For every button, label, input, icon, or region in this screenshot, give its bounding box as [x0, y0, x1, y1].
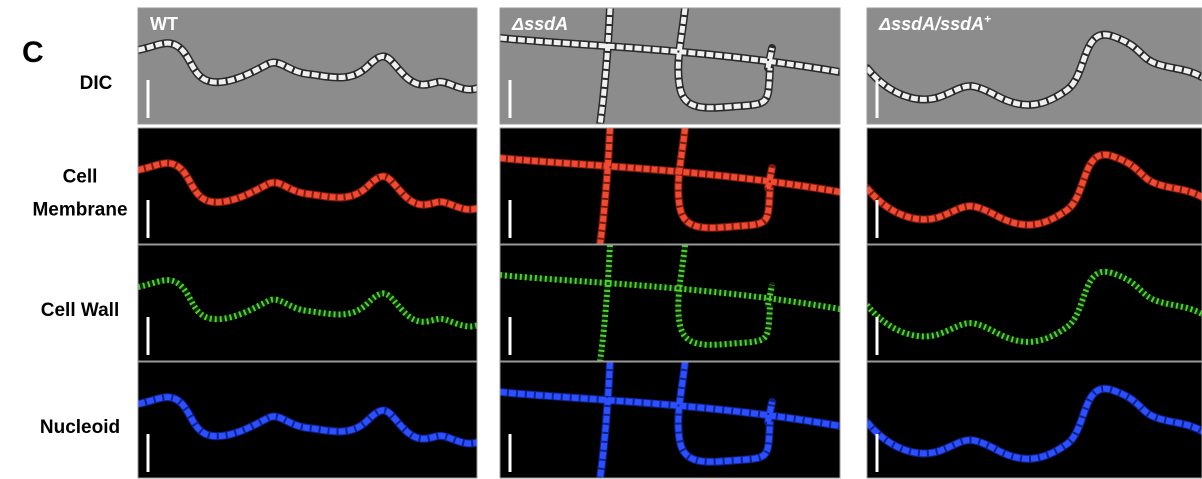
column-label-sup: +: [984, 12, 991, 26]
column-label: ΔssdA/ssdA+: [878, 12, 991, 34]
body: C DIC Cell Membrane Cell Wall Nucleoid WT Δssd…: [0, 0, 1202, 479]
column-label-text: ΔssdA: [511, 14, 568, 34]
image-panel: [138, 8, 478, 124]
image-panel: [138, 362, 478, 478]
figure: C DIC Cell Membrane Cell Wall Nucleoid WT Δssd…: [0, 0, 1202, 479]
image-panel: [867, 245, 1202, 361]
image-panel: [500, 362, 840, 479]
row-label: Nucleoid: [40, 417, 120, 438]
column-label: ΔssdA: [511, 14, 568, 34]
column-label-text: ΔssdA/ssdA: [878, 14, 984, 34]
row-label: Cell: [63, 167, 98, 188]
panel-label: C: [22, 36, 44, 69]
row-label: DIC: [80, 73, 113, 94]
image-panel: [138, 128, 478, 244]
image-panel: [500, 128, 840, 245]
image-panel: [138, 245, 478, 361]
column-label: WT: [150, 14, 178, 34]
image-panel: [867, 128, 1202, 244]
page: {"panel_label": "C", "rows": [{"lines": …: [0, 0, 1202, 479]
row-label: Membrane: [32, 200, 127, 221]
column-label-text: WT: [150, 14, 178, 34]
row-label: Cell Wall: [41, 300, 119, 321]
image-panel: [500, 245, 840, 362]
panel-background: [138, 245, 477, 361]
image-panel: [867, 362, 1202, 478]
